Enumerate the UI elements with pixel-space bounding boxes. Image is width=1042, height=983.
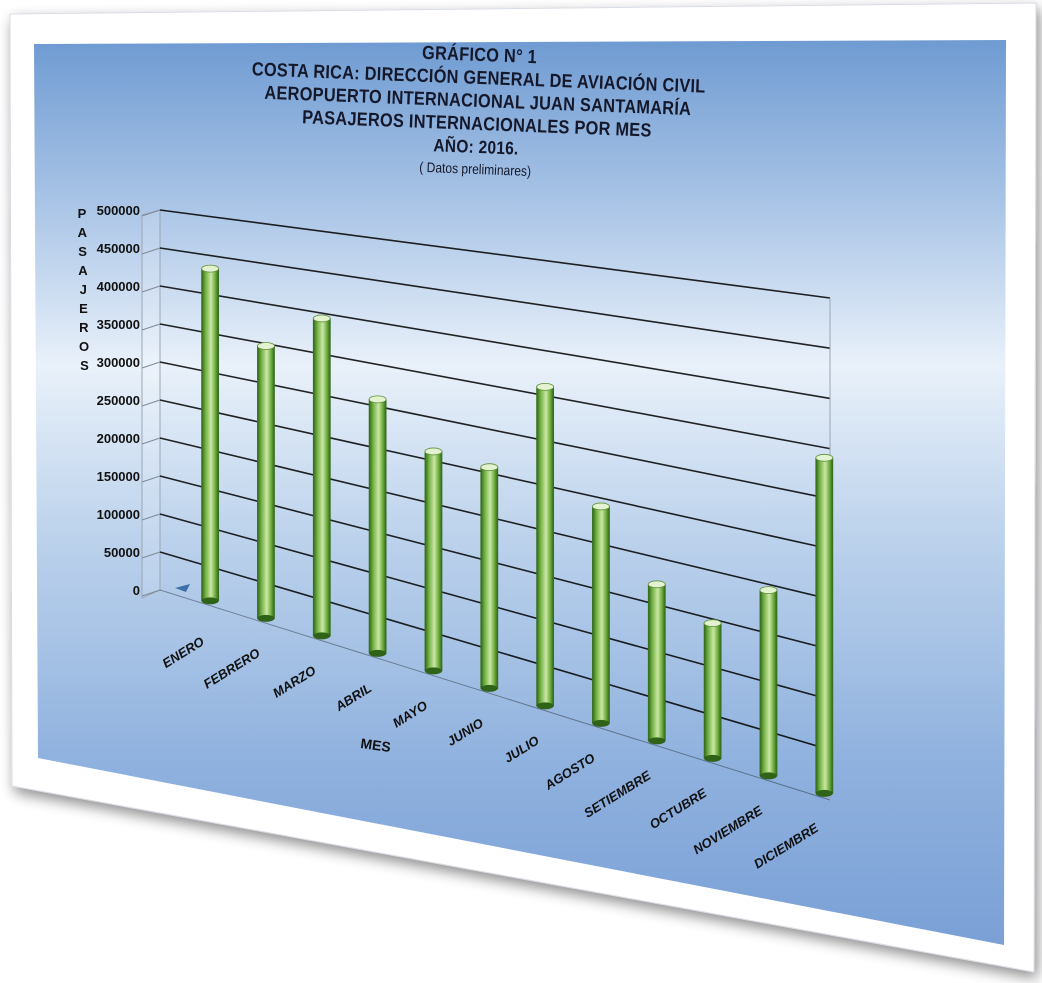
y-tick-label: 500000 xyxy=(97,203,140,218)
gridline xyxy=(159,285,831,400)
side-gridline xyxy=(141,323,161,331)
x-tick-label: OCTUBRE xyxy=(647,785,710,832)
bar xyxy=(647,580,666,745)
x-tick-label: NOVIEMBRE xyxy=(690,803,765,858)
gridline xyxy=(159,589,831,801)
x-axis-label: MES xyxy=(360,735,392,755)
side-gridline xyxy=(141,513,161,521)
y-tick-label: 400000 xyxy=(97,279,140,294)
y-tick-label: 200000 xyxy=(97,431,140,446)
y-tick-label: 450000 xyxy=(97,241,140,256)
side-gridline xyxy=(141,589,161,597)
gridline xyxy=(159,209,831,299)
side-gridline xyxy=(141,551,161,559)
x-tick-label: JULIO xyxy=(501,733,541,766)
bar xyxy=(703,619,722,762)
y-tick-label: 50000 xyxy=(104,545,140,560)
side-gridline xyxy=(141,437,161,445)
side-gridline xyxy=(141,209,161,217)
y-tick-label: 150000 xyxy=(97,469,140,484)
y-tick-label: 350000 xyxy=(97,317,140,332)
y-tick-label: 100000 xyxy=(97,507,140,522)
side-gridline xyxy=(141,361,161,369)
x-tick-label: JUNIO xyxy=(444,715,486,749)
side-wall xyxy=(141,209,161,599)
bar xyxy=(592,502,610,727)
y-tick-label: 300000 xyxy=(97,355,140,370)
x-tick-label: MAYO xyxy=(390,698,430,731)
bar xyxy=(368,395,387,657)
bar xyxy=(759,586,778,780)
side-gridline xyxy=(141,475,161,483)
side-gridline xyxy=(141,399,161,407)
x-tick-label: AGOSTO xyxy=(541,750,597,793)
bar xyxy=(536,382,555,710)
bar xyxy=(480,463,499,692)
side-gridline xyxy=(141,247,161,255)
bar xyxy=(312,314,331,640)
gridline xyxy=(159,247,831,349)
x-tick-label: FEBRERO xyxy=(201,645,263,691)
y-tick-label: 250000 xyxy=(97,393,140,408)
first-series-marker xyxy=(175,584,190,592)
x-tick-label: MARZO xyxy=(270,663,318,701)
bar xyxy=(257,342,275,622)
bar xyxy=(201,264,220,605)
x-tick-label: ABRIL xyxy=(332,680,375,714)
x-tick-label: SETIEMBRE xyxy=(581,768,654,821)
side-gridline xyxy=(141,285,161,293)
y-tick-label: 0 xyxy=(133,583,140,598)
x-tick-label: DICIEMBRE xyxy=(751,820,821,872)
bar xyxy=(815,453,834,797)
x-tick-label: ENERO xyxy=(160,634,207,671)
bar xyxy=(424,447,443,675)
